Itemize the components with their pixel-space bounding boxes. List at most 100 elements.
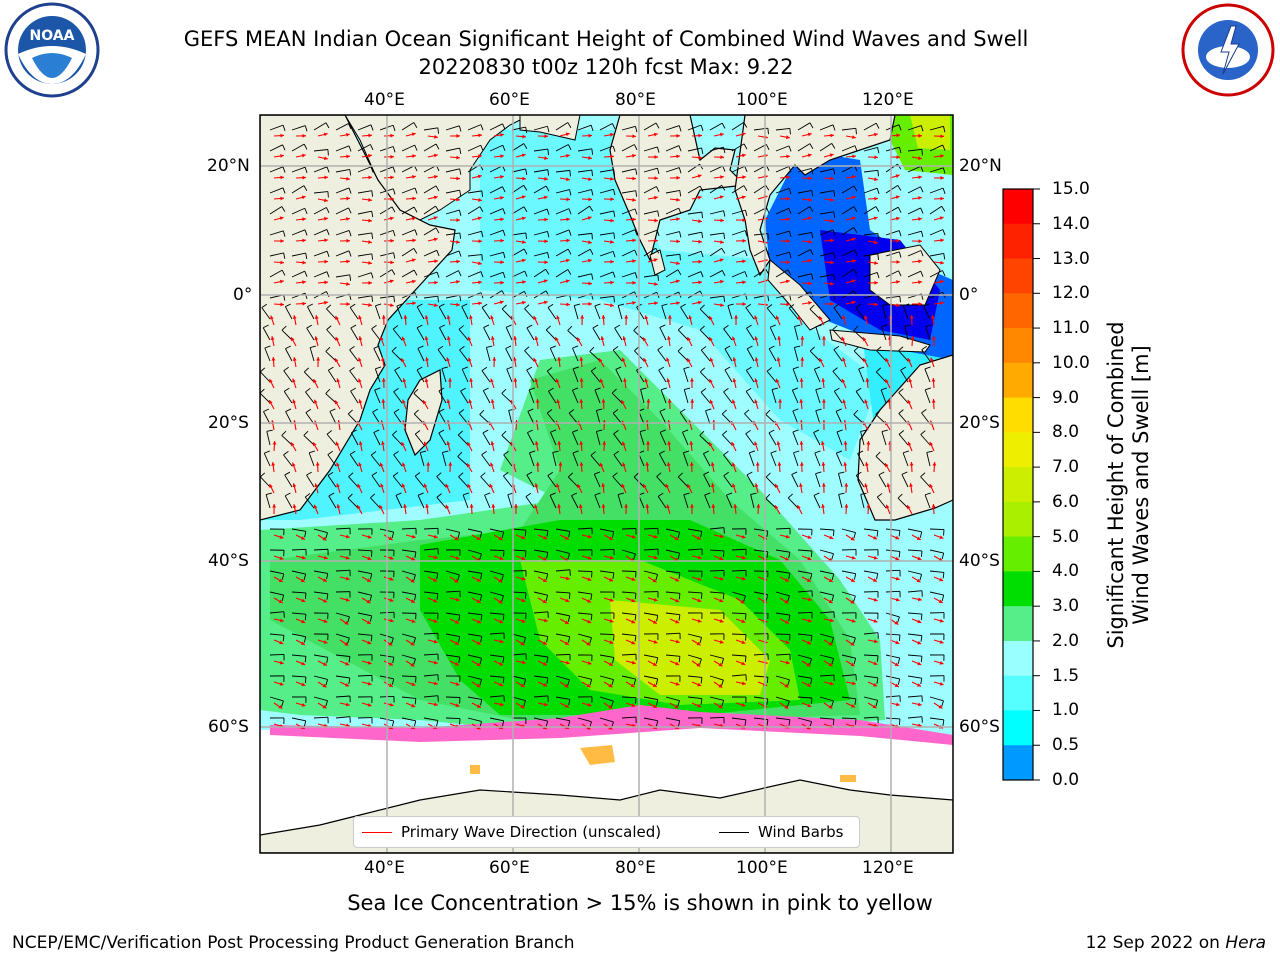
wind-barb-flag	[833, 252, 836, 259]
wave-arrow-head	[323, 132, 328, 137]
wind-barb	[533, 148, 548, 152]
wave-arrow-head	[411, 258, 416, 263]
wind-barb	[482, 390, 491, 404]
wind-barb-flag	[612, 657, 615, 664]
wave-arrow-head	[918, 239, 922, 244]
wave-arrow-head	[456, 259, 460, 264]
wave-arrow-head	[411, 557, 416, 561]
wind-barb	[832, 371, 843, 383]
wind-barb-flag	[502, 230, 506, 237]
wind-barb-flag	[351, 429, 357, 434]
wind-barb	[374, 305, 381, 320]
wave-arrow-head	[696, 641, 701, 646]
wind-barb-flag	[810, 573, 813, 580]
wind-barb	[269, 653, 285, 656]
lat-tick-right: 60°S	[959, 717, 1000, 737]
wind-barb-flag	[391, 637, 394, 644]
wind-barb-flag	[765, 409, 771, 415]
wind-barb	[524, 308, 535, 320]
wind-barb-flag	[370, 166, 374, 173]
wind-barb	[528, 389, 535, 404]
wind-barb-flag	[789, 230, 792, 238]
wave-arrow-head	[564, 683, 569, 688]
wave-arrow-head	[610, 176, 614, 181]
wind-barb-flag	[723, 232, 725, 240]
wind-barb	[709, 527, 724, 530]
wave-arrow-head	[600, 336, 605, 341]
wind-barb-flag	[479, 594, 483, 601]
wind-barb-flag	[854, 249, 858, 256]
wind-barb-flag	[792, 387, 799, 391]
wave-arrow-head	[665, 483, 670, 488]
wind-barb-flag	[811, 232, 814, 239]
wave-arrow-head	[829, 153, 834, 158]
wind-barb	[775, 166, 790, 173]
wave-arrow-head	[754, 336, 759, 341]
wind-barb-flag	[661, 303, 668, 307]
wave-arrow-head	[368, 280, 372, 285]
wind-barb-flag	[304, 592, 307, 599]
wind-barb	[441, 368, 447, 383]
wave-arrow-head	[697, 577, 702, 581]
wave-arrow-head	[346, 259, 350, 264]
wave-arrow-head	[411, 619, 416, 623]
wave-arrow-head	[742, 238, 746, 243]
wind-barb-flag	[836, 450, 843, 454]
wind-barb	[546, 370, 557, 383]
wind-barb	[902, 452, 909, 467]
wave-arrow-head	[808, 258, 812, 263]
wind-barb	[313, 591, 328, 595]
wave-arrow-head	[358, 462, 362, 467]
wave-arrow-head	[565, 598, 570, 603]
ice-note: Sea Ice Concentration > 15% is shown in …	[347, 891, 933, 915]
wave-arrow-head	[402, 462, 406, 467]
wave-arrow-head	[446, 399, 451, 404]
wind-barb	[731, 230, 746, 236]
wind-barb-flag	[898, 718, 901, 725]
chart-subtitle: 20220830 t00z 120h fcst Max: 9.22	[418, 55, 794, 79]
wind-barb	[401, 269, 415, 278]
wind-barb	[687, 528, 702, 532]
wind-barb	[467, 230, 482, 236]
wind-barb	[489, 271, 504, 278]
wind-barb	[505, 348, 513, 362]
wave-arrow-head	[610, 218, 614, 223]
wave-arrow-head	[608, 705, 613, 709]
wind-barb	[787, 497, 799, 509]
land-australia	[857, 354, 953, 521]
footer-date-text: 12 Sep 2022 on	[1085, 933, 1220, 953]
wave-arrow-head	[522, 240, 526, 244]
wind-barb	[501, 435, 513, 446]
wind-barb-flag	[655, 186, 660, 193]
wind-barb-flag	[525, 232, 528, 239]
wave-arrow-head	[830, 238, 834, 243]
wind-barb-flag	[550, 345, 557, 349]
wind-barb	[797, 570, 812, 574]
wind-barb	[924, 368, 931, 383]
wind-barb	[467, 528, 482, 533]
wind-barb	[809, 350, 821, 362]
wind-barb-flag	[326, 229, 330, 236]
wind-barb-flag	[612, 572, 615, 579]
wind-barb-flag	[766, 367, 773, 372]
wave-arrow-head	[698, 155, 702, 160]
wind-barb	[414, 475, 425, 488]
wind-barb	[291, 207, 305, 215]
wind-barb-flag	[882, 303, 889, 306]
wave-arrow-head	[300, 641, 305, 645]
wave-arrow-head	[786, 217, 790, 222]
wind-barb-flag	[326, 271, 330, 278]
wind-barb	[263, 411, 271, 425]
wind-barb	[423, 717, 438, 721]
wind-barb	[643, 654, 658, 659]
wind-barb-flag	[506, 366, 513, 370]
wave-arrow-head	[324, 216, 328, 221]
wind-barb	[445, 147, 460, 152]
wind-barb	[329, 411, 337, 425]
wind-barb	[687, 147, 702, 152]
wave-arrow-head	[379, 462, 384, 467]
wave-arrow-head	[301, 619, 306, 624]
wind-barb-flag	[811, 190, 814, 197]
wind-barb	[501, 308, 513, 320]
wave-arrow-head	[565, 279, 570, 284]
